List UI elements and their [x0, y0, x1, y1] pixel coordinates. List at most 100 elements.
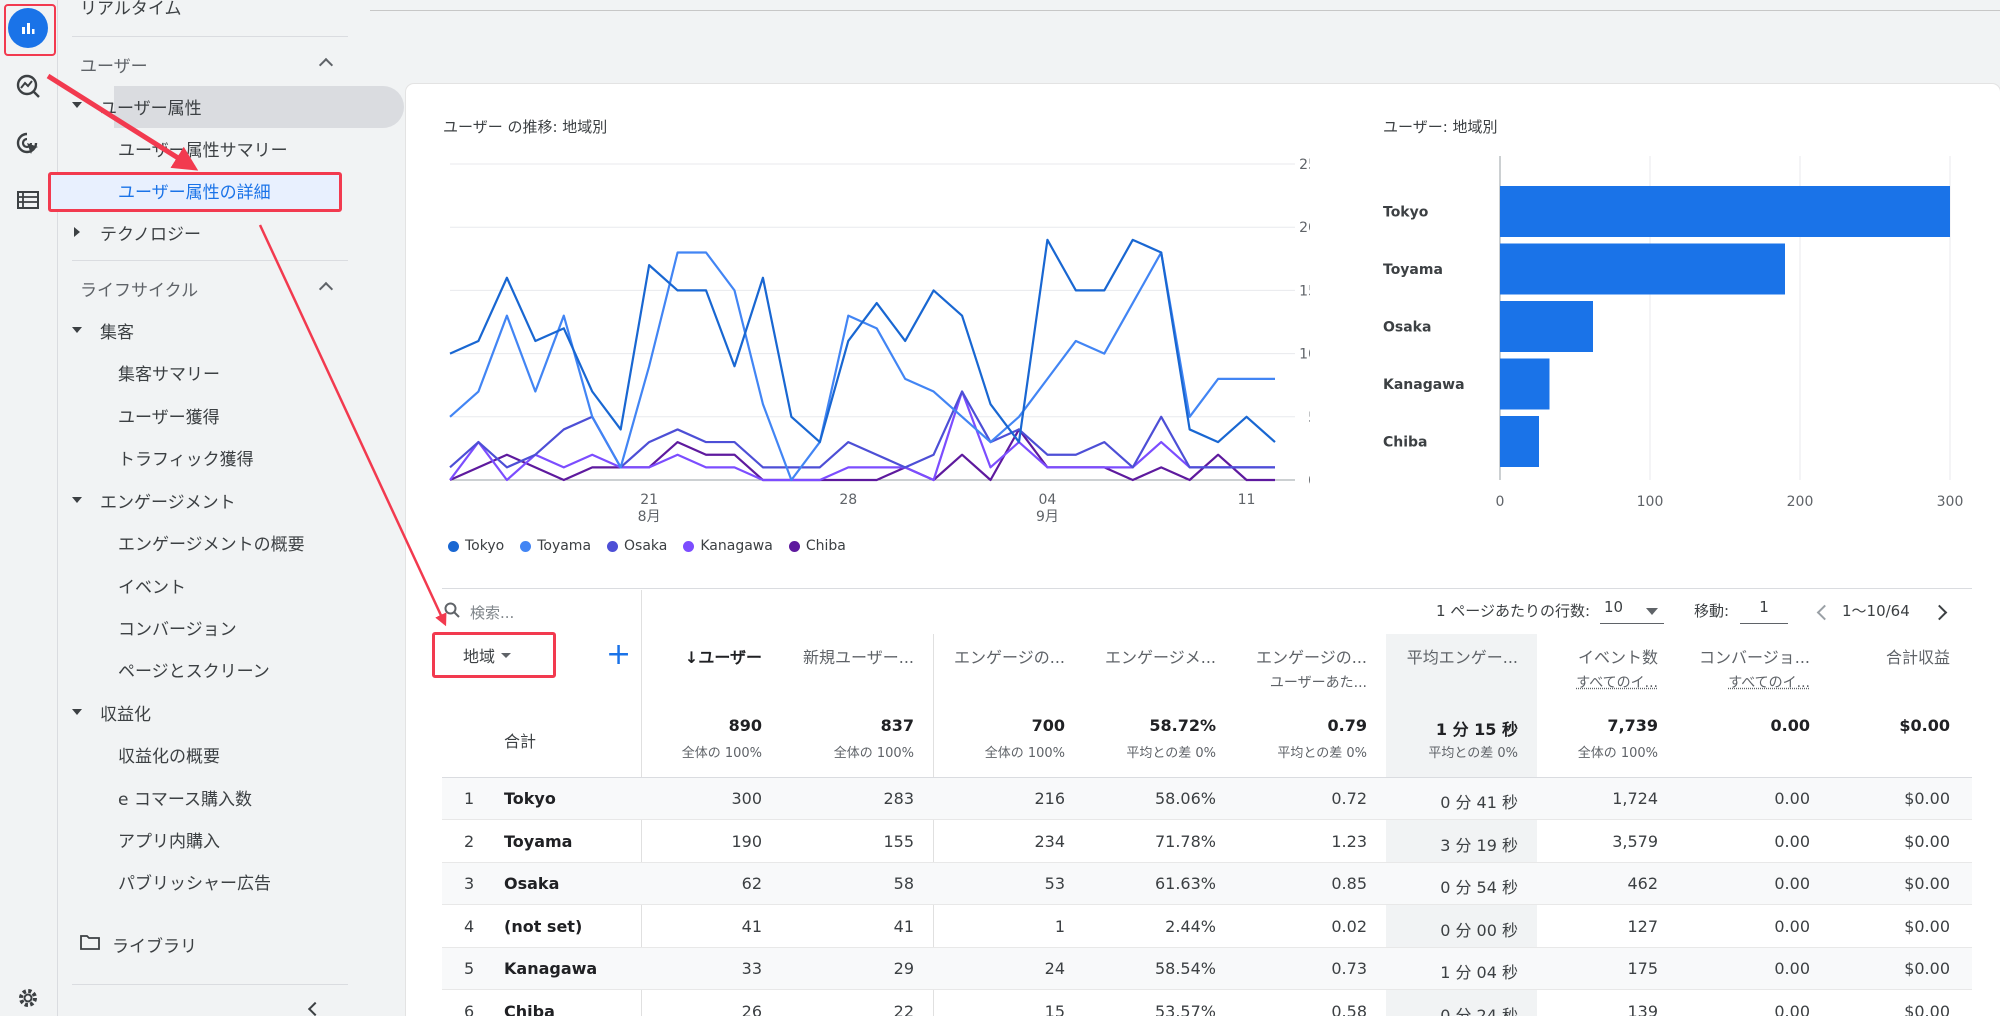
- expand-triangle-icon[interactable]: [72, 327, 82, 333]
- nav-section-lifecycle[interactable]: ライフサイクル: [80, 281, 199, 301]
- y-tick-label: 15: [1299, 283, 1310, 299]
- bar-toyama: [1500, 243, 1785, 295]
- row-cell: $0.00: [1904, 789, 1950, 808]
- table-row[interactable]: 2 Toyama 190 155 234 71.78% 1.23 3 分 19 秒 3,579 0…: [442, 821, 1972, 863]
- row-region-name: Osaka: [504, 874, 560, 893]
- category-label: Chiba: [1383, 435, 1428, 451]
- chevron-up-icon[interactable]: [318, 281, 334, 297]
- collapse-sidebar-chevron-icon[interactable]: [307, 1001, 323, 1016]
- column-header[interactable]: イベント数: [1577, 648, 1658, 667]
- reports-icon[interactable]: [4, 4, 56, 56]
- goto-label: 移動:: [1694, 602, 1730, 620]
- column-header[interactable]: 平均エンゲー...: [1406, 648, 1518, 667]
- bar-chart: 0 100 200 300 Tokyo Toyama Osaka Kanagawa Chiba: [1383, 156, 1963, 510]
- nav-traffic-acq[interactable]: トラフィック獲得: [118, 450, 254, 470]
- x-tick-month-label: 9月: [1036, 509, 1059, 525]
- table-row[interactable]: 1 Tokyo 300 283 216 58.06% 0.72 0 分 41 秒 1,724 0.…: [442, 778, 1972, 820]
- advertising-icon[interactable]: [8, 124, 48, 164]
- row-cell: 61.63%: [1154, 874, 1216, 893]
- column-filter-link[interactable]: すべてのイ...: [1576, 675, 1658, 691]
- table-row[interactable]: 6 Chiba 26 22 15 53.57% 0.58 0 分 24 秒 139 0.00 $0.…: [442, 991, 1972, 1016]
- row-cell: 1.23: [1331, 831, 1367, 851]
- nav-in-app[interactable]: アプリ内購入: [118, 832, 220, 852]
- table-search[interactable]: 検索...: [444, 600, 634, 624]
- legend-item-chiba[interactable]: Chiba: [788, 538, 846, 554]
- column-header[interactable]: エンゲージの...: [954, 648, 1065, 667]
- row-cell: 58.54%: [1154, 959, 1216, 978]
- column-header[interactable]: 合計収益: [1885, 648, 1950, 667]
- row-cell: 0.00: [1774, 959, 1810, 978]
- add-dimension-plus-icon[interactable]: +: [606, 637, 632, 672]
- row-cell: 190: [731, 831, 762, 851]
- dropdown-arrow-icon: [501, 652, 512, 658]
- row-cell: 127: [1627, 916, 1658, 936]
- row-index: 1: [464, 789, 475, 808]
- column-header[interactable]: 新規ユーザー...: [803, 648, 914, 667]
- nav-acquisition[interactable]: 集客: [100, 323, 134, 343]
- column-header[interactable]: エンゲージの...: [1256, 648, 1367, 667]
- nav-user-acq[interactable]: ユーザー獲得: [118, 408, 220, 428]
- column-filter-link[interactable]: すべてのイ...: [1728, 675, 1810, 691]
- rows-per-page-select[interactable]: 10: [1600, 598, 1664, 624]
- nav-engagement[interactable]: エンゲージメント: [100, 493, 236, 513]
- row-cell: 62: [741, 874, 762, 893]
- nav-ecommerce[interactable]: e コマース購入数: [118, 790, 253, 810]
- nav-eng-overview[interactable]: エンゲージメントの概要: [118, 535, 305, 555]
- nav-technology[interactable]: テクノロジー: [100, 225, 201, 245]
- row-cell: 29: [893, 959, 914, 978]
- column-header[interactable]: ↓ユーザー: [684, 648, 762, 667]
- row-index: 2: [464, 831, 475, 851]
- expand-triangle-icon[interactable]: [72, 497, 82, 503]
- goto-page-input[interactable]: 1: [1740, 598, 1788, 624]
- report-card: [406, 84, 2000, 1016]
- nav-library[interactable]: ライブラリ: [112, 937, 197, 957]
- nav-pages-screens[interactable]: ページとスクリーン: [118, 662, 270, 682]
- settings-gear-icon[interactable]: [8, 978, 48, 1016]
- row-cell: 41: [741, 916, 762, 936]
- expand-triangle-icon[interactable]: [72, 709, 82, 715]
- row-cell: 0.85: [1331, 874, 1367, 893]
- x-tick-label: 28: [839, 492, 857, 508]
- nav-publisher-ads[interactable]: パブリッシャー広告: [118, 874, 271, 894]
- nav-item-selected-highlight: [48, 172, 342, 212]
- total-percentage: 平均との差 0%: [1126, 746, 1216, 761]
- nav-conversions[interactable]: コンバージョン: [118, 620, 237, 640]
- nav-section-user[interactable]: ユーザー: [80, 57, 148, 77]
- row-cell: $0.00: [1904, 874, 1950, 893]
- legend-item-osaka[interactable]: Osaka: [607, 538, 667, 554]
- nav-realtime[interactable]: リアルタイム: [80, 0, 182, 19]
- row-cell: 3,579: [1612, 831, 1658, 851]
- table-top-divider: [442, 588, 1972, 589]
- nav-mon-overview[interactable]: 収益化の概要: [118, 747, 220, 767]
- legend-item-tokyo[interactable]: Tokyo: [448, 538, 504, 554]
- table-row[interactable]: 5 Kanagawa 33 29 24 58.54% 0.73 1 分 04 秒 175 0.00…: [442, 948, 1972, 990]
- table-row[interactable]: 4 (not set) 41 41 1 2.44% 0.02 0 分 00 秒 127 0.00 $…: [442, 906, 1972, 948]
- nav-user-attr-detail[interactable]: ユーザー属性の詳細: [118, 183, 271, 203]
- row-cell: 216: [1034, 789, 1065, 808]
- rail-divider: [57, 0, 58, 1016]
- column-header[interactable]: コンバージョ...: [1699, 648, 1810, 667]
- search-input[interactable]: 検索...: [470, 603, 515, 622]
- legend-label: Chiba: [805, 538, 846, 554]
- nav-divider: [72, 36, 348, 37]
- total-value: 0.00: [1770, 716, 1810, 735]
- series-line-chiba: [449, 428, 1275, 482]
- collapse-triangle-icon[interactable]: [74, 227, 80, 237]
- legend-label: Kanagawa: [700, 538, 773, 554]
- total-value: 7,739: [1607, 716, 1658, 735]
- legend-item-kanagawa[interactable]: Kanagawa: [683, 538, 773, 554]
- series-line-tokyo: [449, 238, 1276, 444]
- dimension-selector-button[interactable]: 地域: [432, 632, 556, 678]
- column-header[interactable]: エンゲージメ...: [1105, 648, 1216, 667]
- legend-label: Toyama: [537, 538, 592, 554]
- nav-events[interactable]: イベント: [118, 578, 186, 598]
- category-label: Tokyo: [1383, 205, 1429, 221]
- category-label: Toyama: [1383, 262, 1443, 278]
- table-row[interactable]: 3 Osaka 62 58 53 61.63% 0.85 0 分 54 秒 462 0.00 $0.…: [442, 863, 1972, 905]
- row-cell: 33: [741, 959, 762, 978]
- legend-item-toyama[interactable]: Toyama: [520, 538, 591, 554]
- nav-acq-summary[interactable]: 集客サマリー: [118, 365, 220, 385]
- explore-icon[interactable]: [8, 66, 48, 106]
- nav-monetization[interactable]: 収益化: [100, 705, 151, 725]
- configure-list-icon[interactable]: [8, 180, 48, 220]
